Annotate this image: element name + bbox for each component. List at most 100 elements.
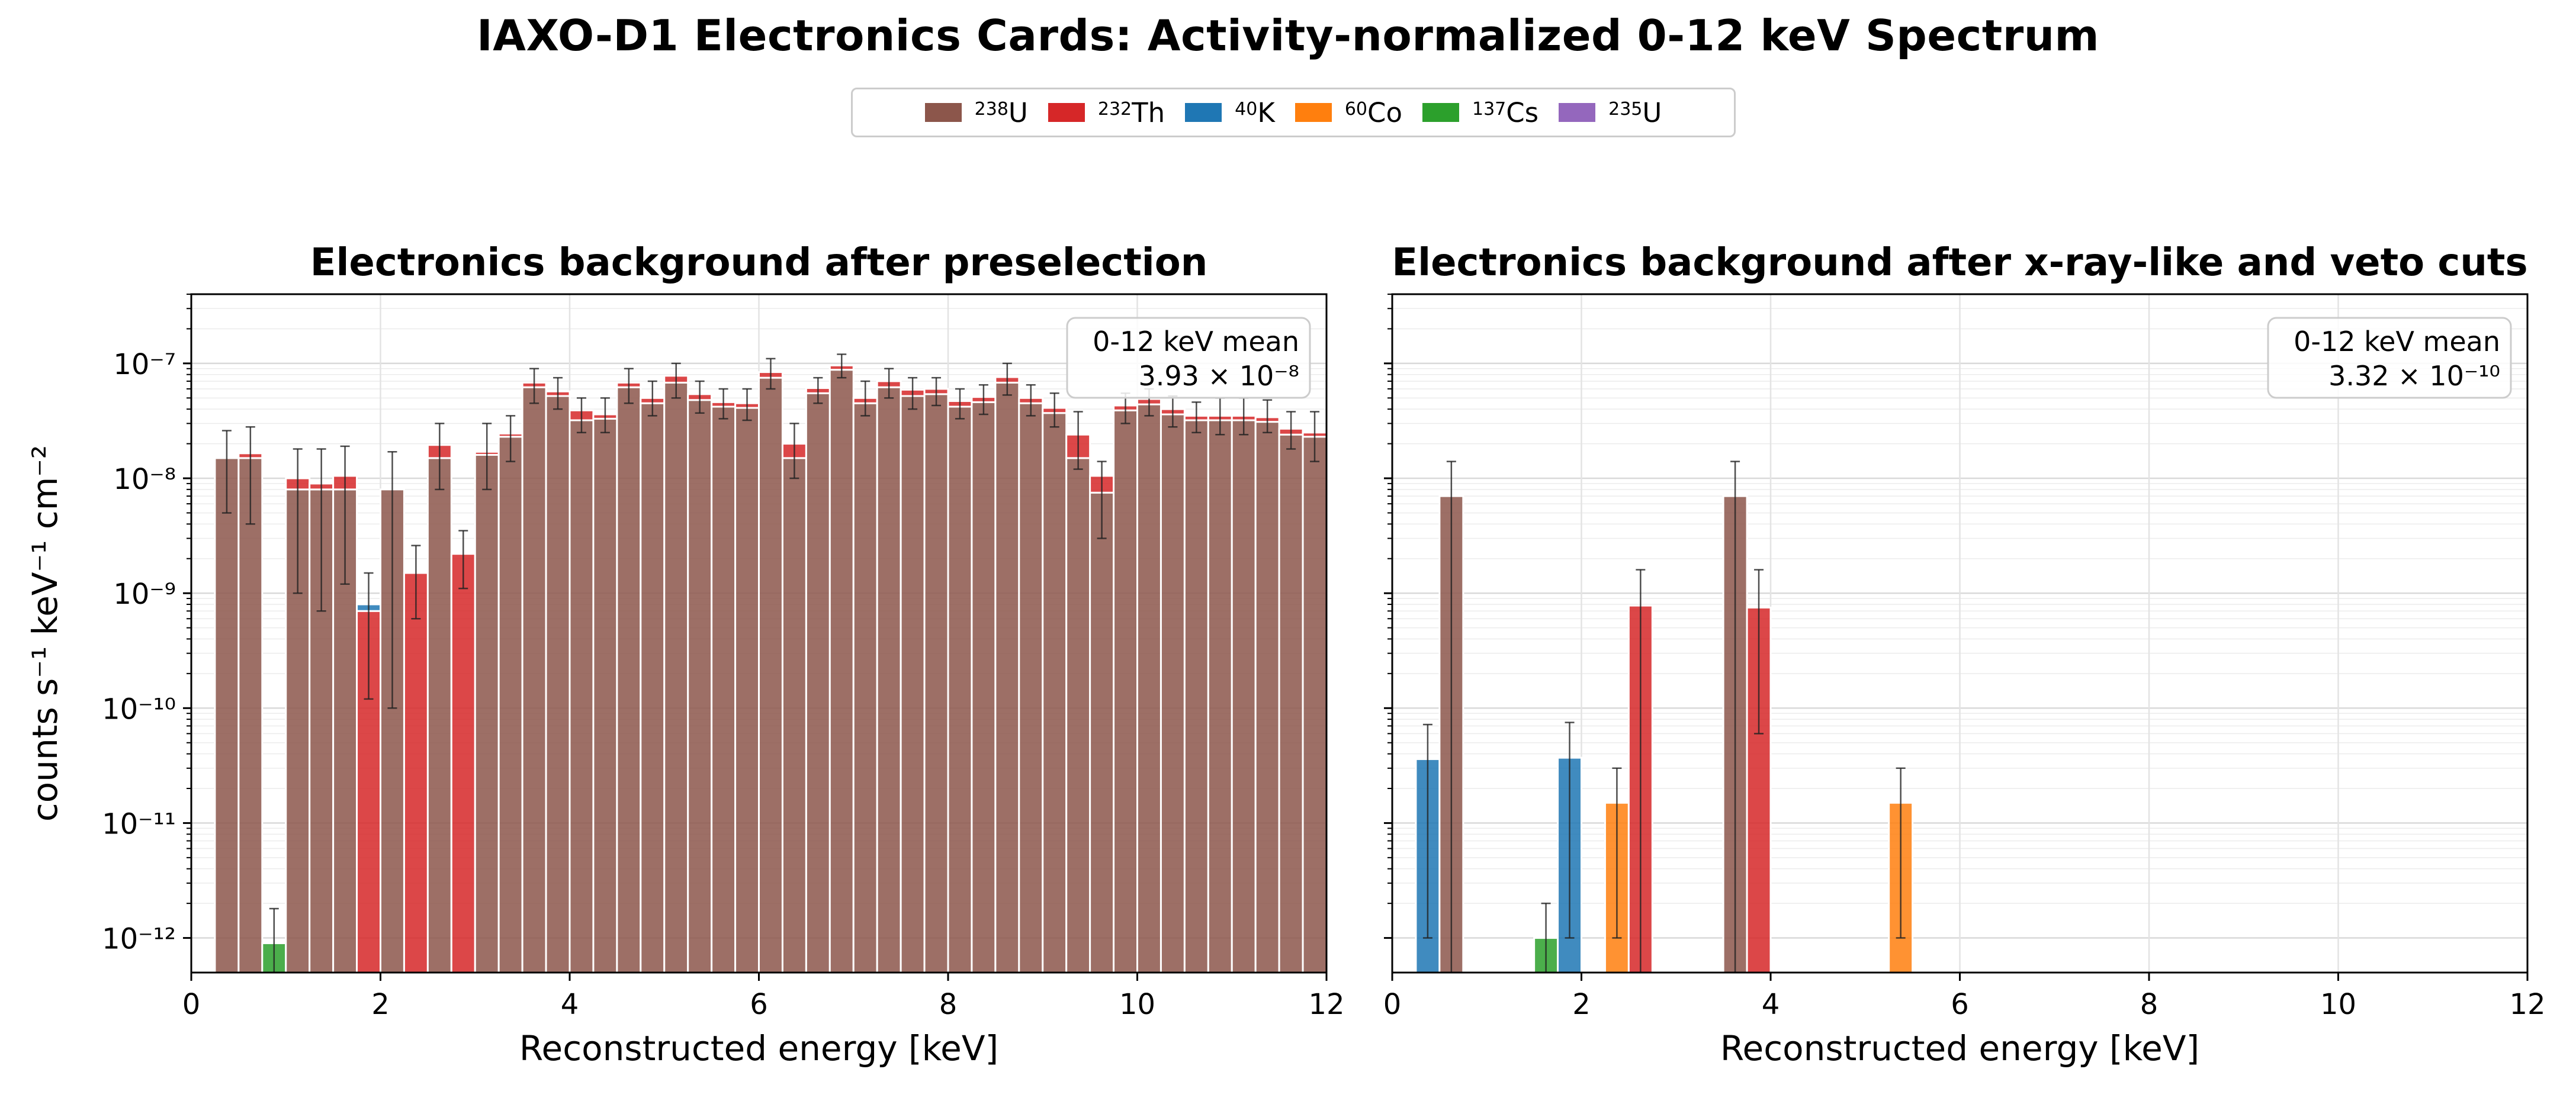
bar-u238-5.375 (687, 399, 713, 974)
x-tick-label: 12 (2509, 988, 2545, 1021)
bar-u238-10.875 (1207, 419, 1233, 974)
error-bar-3.375 (506, 415, 516, 462)
bar-th232-2.875 (450, 553, 476, 974)
legend-item-th232: 232 Th (1048, 97, 1165, 128)
bar-u238-0.375 (214, 457, 240, 974)
bar-u238-6.875 (828, 369, 855, 974)
bar-u238-7.125 (852, 402, 878, 974)
x-tick-label: 6 (750, 988, 768, 1021)
legend-element-u238: U (1008, 96, 1028, 128)
bar-u238-2.625 (426, 457, 452, 974)
error-bar-3.125 (482, 423, 492, 491)
error-bar-0.375 (1422, 723, 1432, 939)
bar-u238-7.875 (923, 393, 949, 974)
panel-title: Electronics background after preselectio… (310, 241, 1208, 285)
error-bars (221, 353, 1320, 973)
bar-u238-7.375 (876, 386, 902, 974)
bar-u238-4.625 (616, 386, 642, 974)
error-bar-5.875 (742, 388, 752, 421)
error-bar-8.125 (955, 388, 965, 420)
error-bar-2.625 (1636, 569, 1646, 973)
y-tick-label: 10⁻⁹ (113, 578, 176, 611)
bar-u238-8.625 (994, 381, 1020, 974)
x-tick-label: 8 (2140, 988, 2159, 1021)
error-bar-5.375 (695, 380, 705, 414)
legend-mass-u235: 235 (1608, 98, 1643, 120)
bar-u238-9.875 (1113, 409, 1138, 974)
bar-u238-8.375 (971, 401, 997, 974)
error-bar-5.125 (671, 362, 681, 399)
bar-u238-10.625 (1183, 419, 1209, 974)
x-tick-label: 10 (1119, 988, 1155, 1021)
panel-title: Electronics background after x-ray-like … (1392, 241, 2527, 285)
error-bar-4.375 (600, 397, 610, 434)
legend-item-co60: 60 Co (1295, 97, 1402, 128)
panel-2: 0 2 4 6 8 10 12 Electronics background after x-… (1383, 241, 2546, 1068)
error-bar-0.625 (1446, 461, 1456, 973)
error-bar-7.125 (860, 380, 871, 417)
legend-element-co60: Co (1367, 96, 1402, 128)
legend-mass-u238: 238 (974, 98, 1008, 120)
bar-u238-5.875 (734, 407, 760, 974)
error-bar-2.875 (458, 530, 468, 590)
error-bar-6.125 (766, 358, 776, 390)
bar-u238-9.125 (1042, 412, 1068, 974)
error-bar-5.625 (718, 388, 728, 420)
error-bar-3.875 (553, 376, 563, 410)
error-bar-8.625 (1002, 362, 1012, 396)
error-bar-0.625 (245, 426, 255, 525)
error-bar-8.875 (1026, 384, 1036, 417)
y-tick-label: 10⁻¹⁰ (102, 693, 176, 726)
error-bars (1422, 461, 1906, 973)
legend-mass-co60: 60 (1344, 98, 1368, 120)
y-tick-label: 10⁻⁸ (113, 463, 176, 496)
error-bar-0.375 (221, 430, 232, 514)
bar-u238-4.125 (568, 419, 595, 974)
annotation-label: 0-12 keV mean (2294, 326, 2500, 358)
bar-u238-11.875 (1302, 436, 1328, 974)
error-bar-10.625 (1191, 401, 1202, 434)
error-bar-7.875 (932, 376, 942, 407)
bars (1415, 495, 1914, 974)
bar-th232-2.375 (403, 572, 429, 974)
x-tick-label: 0 (1383, 988, 1402, 1021)
figure-title: IAXO-D1 Electronics Cards: Activity-norm… (476, 11, 2100, 60)
x-tick-label: 4 (1762, 988, 1780, 1021)
error-bar-11.875 (1310, 411, 1320, 462)
bar-u238-6.625 (805, 392, 831, 974)
error-bar-1.375 (316, 448, 326, 612)
error-bar-6.375 (789, 423, 799, 479)
x-axis-label: Reconstructed energy [keV] (519, 1028, 998, 1068)
x-tick-label: 2 (371, 988, 390, 1021)
annotation-value: 3.32 × 10⁻¹⁰ (2328, 360, 2500, 392)
legend-swatch-k40 (1185, 103, 1222, 122)
y-axis-label: counts s⁻¹ keV⁻¹ cm⁻² (25, 445, 65, 822)
error-bar-9.375 (1073, 411, 1083, 470)
x-tick-label: 10 (2320, 988, 2356, 1021)
error-bar-2.125 (387, 451, 397, 709)
error-bar-5.375 (1896, 767, 1906, 939)
error-bar-2.375 (411, 545, 421, 620)
error-bar-4.625 (624, 368, 634, 404)
x-tick-label: 4 (561, 988, 579, 1021)
bar-u238-10.375 (1159, 413, 1186, 974)
error-bar-2.625 (435, 423, 445, 491)
error-bar-6.875 (837, 353, 847, 379)
annotation-box (1066, 317, 1311, 399)
bar-u238-11.375 (1254, 421, 1280, 974)
error-bar-9.125 (1049, 392, 1059, 428)
bar-u238-9.625 (1089, 491, 1115, 974)
y-tick-label: 10⁻⁷ (113, 348, 176, 381)
error-bar-11.625 (1286, 411, 1296, 450)
bar-u238-6.375 (781, 457, 807, 974)
error-bar-6.625 (813, 376, 823, 404)
error-bar-1.875 (364, 572, 374, 700)
bar-u238-10.125 (1136, 403, 1162, 974)
legend-mass-k40: 40 (1235, 98, 1258, 120)
error-bar-1.875 (1565, 722, 1575, 939)
legend-item-u235: 235 U (1559, 97, 1662, 128)
error-bar-1.125 (293, 448, 303, 594)
